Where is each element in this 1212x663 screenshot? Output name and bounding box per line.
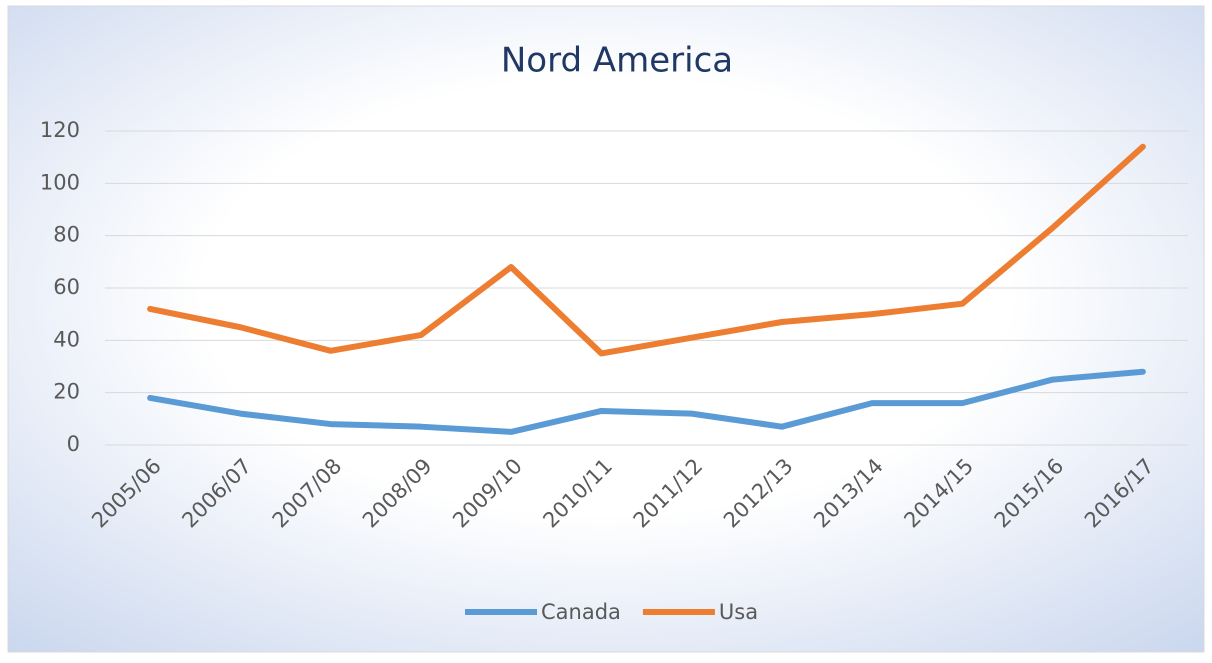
legend-label: Canada (541, 600, 621, 624)
y-tick-label: 40 (53, 327, 80, 351)
y-tick-label: 20 (53, 380, 80, 404)
y-tick-label: 0 (67, 432, 80, 456)
chart-title: Nord America (501, 41, 733, 81)
chart-background (7, 5, 1205, 653)
y-tick-label: 60 (53, 275, 80, 299)
y-tick-label: 80 (53, 223, 80, 247)
series-line (147, 368, 1146, 435)
series-line (147, 143, 1146, 357)
y-tick-label: 120 (40, 118, 80, 142)
legend-label: Usa (719, 600, 758, 624)
y-tick-label: 100 (40, 170, 80, 194)
